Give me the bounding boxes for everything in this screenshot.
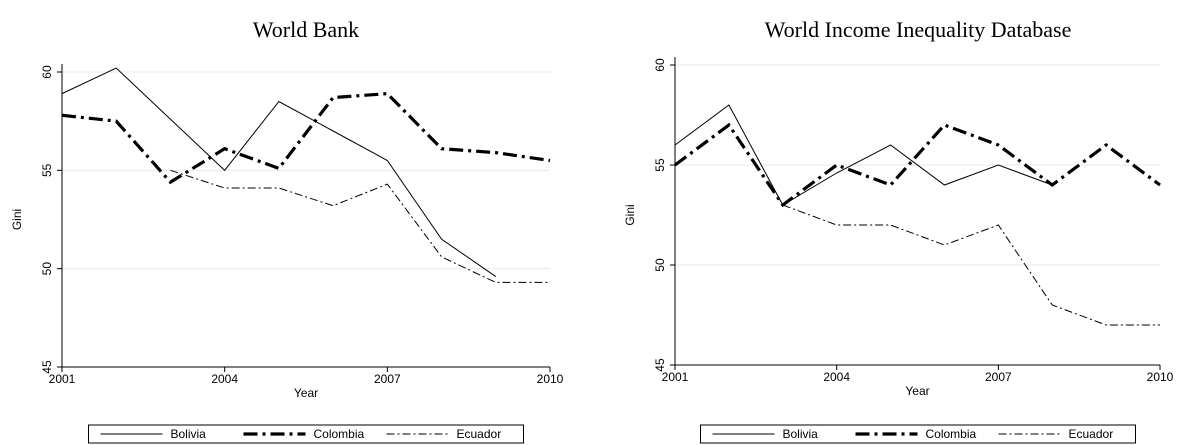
x-tick-label: 2004 bbox=[211, 372, 238, 386]
x-axis-label: Year bbox=[905, 384, 929, 398]
x-tick-label: 2004 bbox=[823, 370, 850, 384]
legend: Bolivia Colombia Ecuador bbox=[700, 424, 1136, 444]
x-tick-label: 2010 bbox=[1147, 370, 1174, 384]
y-axis-label: Gini bbox=[10, 209, 24, 230]
legend-label: Bolivia bbox=[171, 427, 207, 441]
series-line bbox=[61, 91, 551, 185]
series-line bbox=[170, 169, 550, 283]
chart-title: World Income Inequality Database bbox=[765, 17, 1072, 42]
y-tick-label: 50 bbox=[653, 258, 667, 272]
y-tick-label: 60 bbox=[653, 58, 667, 72]
x-tick-label: 2007 bbox=[374, 372, 401, 386]
legend-label: Ecuador bbox=[1069, 427, 1114, 441]
series-line bbox=[61, 67, 497, 277]
y-tick-label: 60 bbox=[40, 65, 54, 79]
series-line bbox=[782, 204, 1160, 326]
legend: Bolivia Colombia Ecuador bbox=[88, 424, 524, 444]
legend-label: Ecuador bbox=[457, 427, 502, 441]
y-tick-label: 45 bbox=[653, 358, 667, 372]
x-tick-label: 2010 bbox=[537, 372, 564, 386]
series-line bbox=[674, 122, 1161, 208]
legend-label: Colombia bbox=[314, 427, 365, 441]
y-tick-label: 55 bbox=[653, 158, 667, 172]
series-line bbox=[674, 104, 1053, 206]
legend-box bbox=[88, 424, 524, 444]
y-axis-label: Gini bbox=[623, 204, 637, 225]
x-tick-label: 2001 bbox=[49, 372, 76, 386]
x-tick-label: 2001 bbox=[662, 370, 689, 384]
x-tick-label: 2007 bbox=[985, 370, 1012, 384]
legend-label: Bolivia bbox=[783, 427, 819, 441]
legend-box bbox=[700, 424, 1136, 444]
y-tick-label: 50 bbox=[40, 262, 54, 276]
y-tick-label: 55 bbox=[40, 163, 54, 177]
y-tick-label: 45 bbox=[40, 360, 54, 374]
x-axis-label: Year bbox=[294, 386, 318, 400]
chart-title: World Bank bbox=[253, 17, 359, 42]
legend-label: Colombia bbox=[926, 427, 977, 441]
